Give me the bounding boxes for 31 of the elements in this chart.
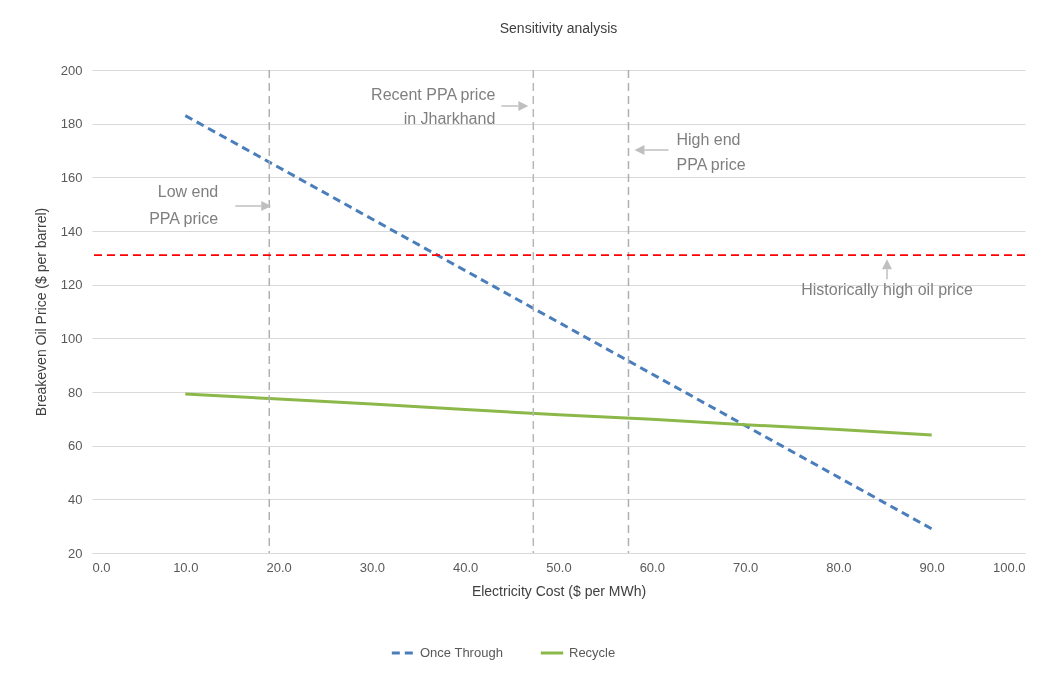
x-tick-label: 30.0 [359,559,386,575]
x-tick-label: 50.0 [546,559,572,575]
x-tick-label: 0.0 [92,559,111,575]
legend-label: Once Through [420,645,503,660]
y-tick-label: 140 [60,223,83,239]
x-tick-label: 90.0 [919,559,945,575]
line-series [183,392,934,437]
y-tick-label: 40 [68,491,83,507]
y-tick-label: 80 [68,384,83,400]
x-tick-label: 70.0 [732,559,759,575]
x-tick-label: 20.0 [266,559,292,575]
ref-line-label: Recent PPA price in Jharkhand [371,86,496,127]
x-tick-label: 100.0 [992,559,1026,575]
ref-line-label: Historically high oil price [801,281,973,299]
x-tick-label: 40.0 [453,559,479,575]
y-tick-label: 100 [60,330,83,346]
y-tick-label: 20 [68,545,83,561]
x-tick-label: 10.0 [173,559,199,575]
y-tick-label: 60 [68,438,83,454]
ref-line-label: Low end PPA price [149,183,219,227]
x-axis-title: Electricity Cost ($ per MWh) [471,582,647,599]
y-axis-title: Breakeven Oil Price ($ per barrel) [32,207,49,417]
x-tick-label: 60.0 [639,559,665,575]
y-tick-label: 160 [60,169,83,185]
y-tick-label: 120 [60,277,83,293]
y-tick-label: 180 [60,116,83,132]
ref-line-label: High end PPA price [676,131,746,173]
chart-title: Sensitivity analysis [499,20,618,36]
x-tick-label: 80.0 [826,559,852,575]
y-tick-label: 200 [60,62,83,78]
legend-label: Recycle [569,645,616,660]
